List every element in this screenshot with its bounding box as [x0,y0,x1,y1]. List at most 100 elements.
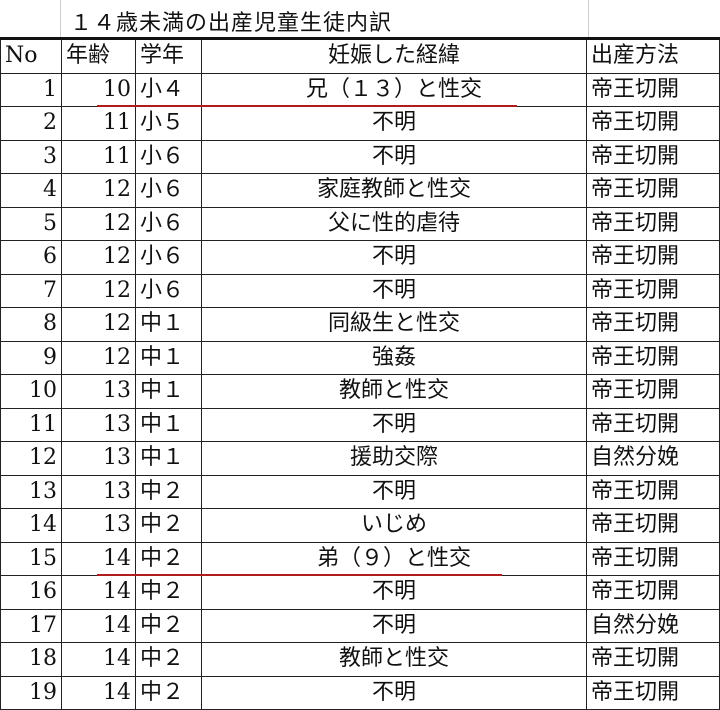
header-method[interactable]: 出産方法 [586,37,720,74]
cell-method[interactable]: 帝王切開 [586,240,720,275]
cell-reason[interactable]: 兄（１３）と性交 [201,72,587,107]
cell-age[interactable]: 11 [61,106,136,141]
cell-grade[interactable]: 中２ [135,675,202,710]
cell-grade[interactable]: 中２ [135,575,202,610]
cell-grade[interactable]: 小６ [135,273,202,308]
cell-reason[interactable]: 家庭教師と性交 [201,173,587,208]
cell-no[interactable]: 10 [0,374,62,409]
cell-no[interactable]: 1 [0,72,62,107]
cell-method[interactable]: 帝王切開 [586,139,720,174]
cell-method[interactable]: 自然分娩 [586,441,720,476]
header-no[interactable]: No [0,37,62,74]
cell-reason[interactable]: 不明 [201,608,587,643]
cell-grade[interactable]: 小６ [135,240,202,275]
cell-age[interactable]: 10 [61,72,136,107]
cell-method[interactable]: 帝王切開 [586,374,720,409]
cell-age[interactable]: 13 [61,407,136,442]
header-age[interactable]: 年齢 [61,37,136,74]
cell-age[interactable]: 13 [61,441,136,476]
cell-no[interactable]: 14 [0,508,62,543]
cell-age[interactable]: 12 [61,240,136,275]
cell-age[interactable]: 13 [61,508,136,543]
cell-grade[interactable]: 中１ [135,407,202,442]
cell-no[interactable]: 19 [0,675,62,710]
cell-age[interactable]: 14 [61,575,136,610]
cell-no[interactable]: 18 [0,642,62,677]
header-grade[interactable]: 学年 [135,37,202,74]
cell-reason[interactable]: 強姦 [201,340,587,375]
cell-age[interactable]: 13 [61,474,136,509]
header-reason[interactable]: 妊娠した経緯 [201,37,587,74]
cell-no[interactable]: 9 [0,340,62,375]
cell-grade[interactable]: 小６ [135,206,202,241]
cell-age[interactable]: 12 [61,206,136,241]
cell-method[interactable]: 帝王切開 [586,508,720,543]
cell-reason[interactable]: 教師と性交 [201,374,587,409]
cell-method[interactable]: 帝王切開 [586,307,720,342]
cell-grade[interactable]: 小６ [135,173,202,208]
cell-no[interactable]: 16 [0,575,62,610]
cell-reason[interactable]: 不明 [201,139,587,174]
cell-reason[interactable]: 不明 [201,474,587,509]
cell-method[interactable]: 帝王切開 [586,173,720,208]
cell-reason[interactable]: 不明 [201,240,587,275]
cell-no[interactable]: 4 [0,173,62,208]
cell-grade[interactable]: 小６ [135,139,202,174]
cell-grade[interactable]: 中１ [135,441,202,476]
cell-reason[interactable]: 不明 [201,106,587,141]
cell-no[interactable]: 15 [0,541,62,576]
cell-reason[interactable]: 同級生と性交 [201,307,587,342]
cell-no[interactable]: 2 [0,106,62,141]
cell-age[interactable]: 14 [61,675,136,710]
cell-grade[interactable]: 中１ [135,340,202,375]
cell-no[interactable]: 6 [0,240,62,275]
cell-grade[interactable]: 小５ [135,106,202,141]
cell-grade[interactable]: 中１ [135,307,202,342]
cell-method[interactable]: 帝王切開 [586,407,720,442]
cell-no[interactable]: 17 [0,608,62,643]
cell-reason[interactable]: 父に性的虐待 [201,206,587,241]
cell-reason[interactable]: いじめ [201,508,587,543]
cell-grade[interactable]: 中２ [135,608,202,643]
cell-grade[interactable]: 中２ [135,541,202,576]
cell-age[interactable]: 14 [61,608,136,643]
cell-reason[interactable]: 不明 [201,675,587,710]
cell-age[interactable]: 14 [61,541,136,576]
cell-grade[interactable]: 中２ [135,508,202,543]
cell-method[interactable]: 帝王切開 [586,72,720,107]
cell-age[interactable]: 12 [61,173,136,208]
cell-method[interactable]: 帝王切開 [586,642,720,677]
cell-method[interactable]: 帝王切開 [586,474,720,509]
cell-method[interactable]: 帝王切開 [586,340,720,375]
cell-no[interactable]: 12 [0,441,62,476]
cell-age[interactable]: 12 [61,307,136,342]
cell-grade[interactable]: 小４ [135,72,202,107]
cell-age[interactable]: 12 [61,340,136,375]
cell-reason[interactable]: 教師と性交 [201,642,587,677]
cell-age[interactable]: 11 [61,139,136,174]
cell-method[interactable]: 帝王切開 [586,541,720,576]
cell-method[interactable]: 帝王切開 [586,106,720,141]
cell-no[interactable]: 5 [0,206,62,241]
cell-grade[interactable]: 中１ [135,374,202,409]
cell-grade[interactable]: 中２ [135,474,202,509]
cell-no[interactable]: 11 [0,407,62,442]
cell-method[interactable]: 自然分娩 [586,608,720,643]
cell-method[interactable]: 帝王切開 [586,575,720,610]
cell-no[interactable]: 7 [0,273,62,308]
cell-reason[interactable]: 弟（９）と性交 [201,541,587,576]
cell-method[interactable]: 帝王切開 [586,206,720,241]
cell-reason[interactable]: 援助交際 [201,441,587,476]
cell-age[interactable]: 14 [61,642,136,677]
cell-no[interactable]: 13 [0,474,62,509]
cell-age[interactable]: 12 [61,273,136,308]
cell-reason[interactable]: 不明 [201,575,587,610]
cell-reason[interactable]: 不明 [201,273,587,308]
cell-method[interactable]: 帝王切開 [586,273,720,308]
cell-reason[interactable]: 不明 [201,407,587,442]
cell-grade[interactable]: 中２ [135,642,202,677]
cell-no[interactable]: 3 [0,139,62,174]
cell-method[interactable]: 帝王切開 [586,675,720,710]
cell-age[interactable]: 13 [61,374,136,409]
cell-no[interactable]: 8 [0,307,62,342]
